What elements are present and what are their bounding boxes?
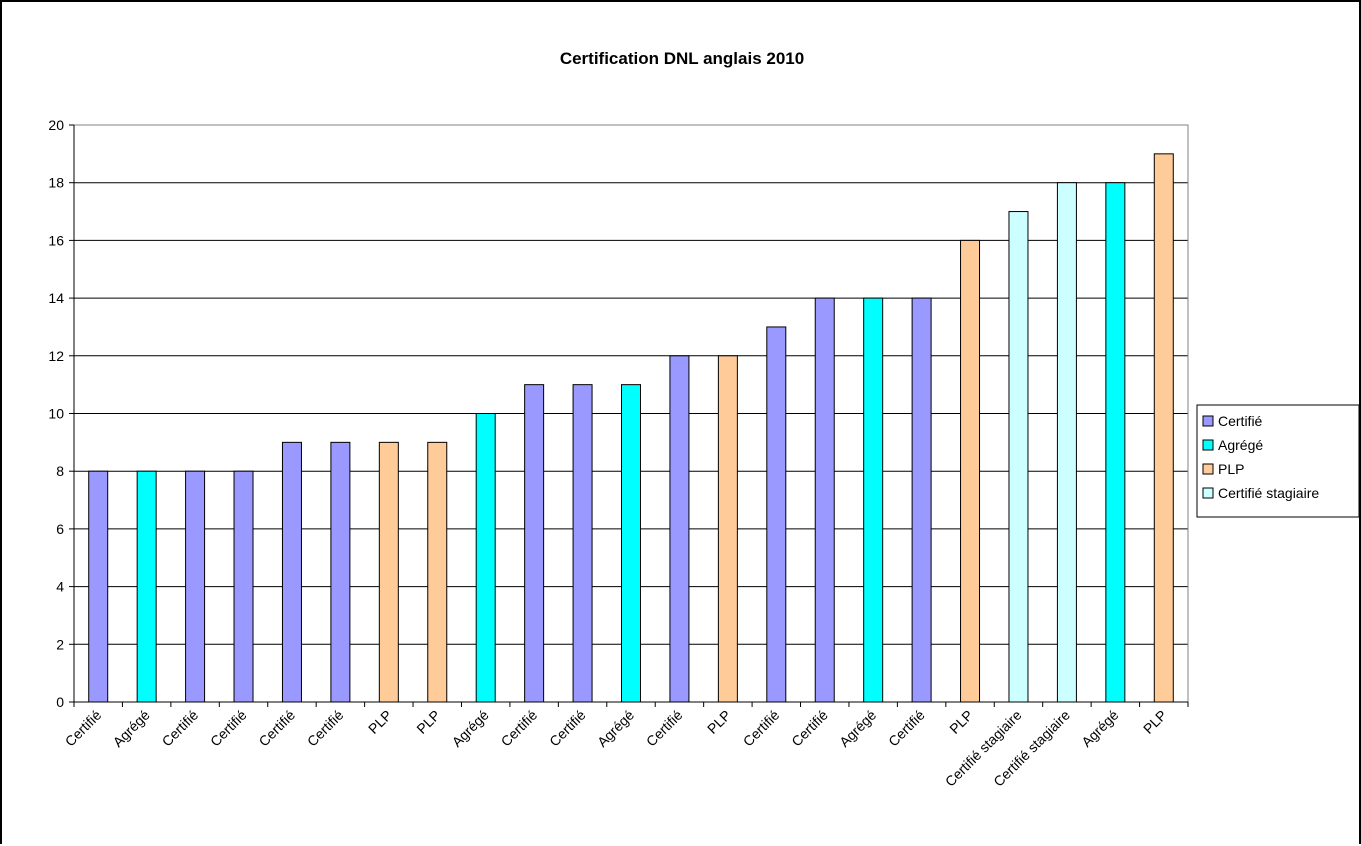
bar: [1008, 211, 1029, 703]
y-tick-label: 18: [48, 175, 64, 191]
bar: [717, 355, 738, 703]
x-category-label: PLP: [704, 707, 734, 737]
x-category-label: Certifié: [643, 707, 686, 750]
y-tick-label: 12: [48, 348, 64, 364]
axes: [69, 124, 1189, 707]
y-tick-label: 8: [56, 463, 64, 479]
x-category-label: Agrégé: [594, 707, 637, 750]
bar: [572, 384, 593, 703]
bar: [1105, 182, 1126, 703]
bar: [524, 384, 545, 703]
chart-title: Certification DNL anglais 2010: [560, 49, 804, 68]
y-tick-label: 0: [56, 694, 64, 710]
legend-swatch: [1202, 439, 1214, 451]
bar: [1056, 182, 1077, 703]
y-tick-label: 16: [48, 232, 64, 248]
bar: [88, 470, 109, 703]
x-category-label: Certifié: [546, 707, 589, 750]
x-category-label: Agrégé: [449, 707, 492, 750]
y-tick-label: 4: [56, 579, 64, 595]
bar: [766, 326, 787, 703]
bar: [1153, 153, 1174, 703]
bar: [185, 470, 206, 703]
legend-swatch: [1202, 487, 1214, 499]
legend-label: Certifié: [1218, 413, 1263, 429]
bar: [863, 297, 884, 703]
x-category-label: Certifié: [62, 707, 105, 750]
bar: [233, 470, 254, 703]
x-category-label: Certifié: [498, 707, 541, 750]
y-tick-label: 10: [48, 406, 64, 422]
legend-label: Certifié stagiaire: [1218, 485, 1319, 501]
x-category-label: PLP: [1140, 707, 1170, 737]
x-axis-categories: Certifié Agrégé Certifié Certifié Certifié Ce…: [62, 707, 1170, 790]
y-tick-label: 20: [48, 117, 64, 133]
bar: [281, 441, 302, 703]
bar: [427, 441, 448, 703]
legend-swatch: [1202, 463, 1214, 475]
bar: [330, 441, 351, 703]
x-category-label: Agrégé: [836, 707, 879, 750]
bar: [621, 384, 641, 703]
bar: [378, 441, 399, 703]
x-category-label: Certifié: [788, 707, 831, 750]
legend-box: [1196, 404, 1360, 518]
x-category-label: Agrégé: [1078, 707, 1121, 750]
x-category-label: Certifié: [159, 707, 202, 750]
x-category-label: PLP: [946, 707, 976, 737]
bar: [960, 239, 981, 703]
legend-label: Agrégé: [1218, 437, 1263, 453]
y-axis-ticks: 0 2 4 6 8 10 12 14 16 18 20: [48, 117, 64, 710]
x-category-label: PLP: [413, 707, 443, 737]
bar: [669, 355, 690, 703]
x-category-label: Agrégé: [110, 707, 153, 750]
x-category-label: Certifié: [255, 707, 298, 750]
x-category-label: Certifié: [207, 707, 250, 750]
bar: [814, 297, 835, 703]
y-tick-label: 2: [56, 636, 64, 652]
x-category-label: Certifié: [304, 707, 347, 750]
y-tick-label: 6: [56, 521, 64, 537]
x-category-label: PLP: [365, 707, 395, 737]
y-tick-label: 14: [48, 290, 64, 306]
x-category-label: Certifié: [740, 707, 783, 750]
x-category-label: Certifié: [885, 707, 928, 750]
bar: [475, 413, 496, 703]
bar: [911, 297, 932, 703]
legend-swatch: [1202, 415, 1214, 427]
bars: [88, 153, 1174, 703]
bar: [136, 470, 157, 703]
legend-label: PLP: [1218, 461, 1244, 477]
legend: Certifié Agrégé PLP Certifié stagiaire: [1196, 404, 1360, 518]
